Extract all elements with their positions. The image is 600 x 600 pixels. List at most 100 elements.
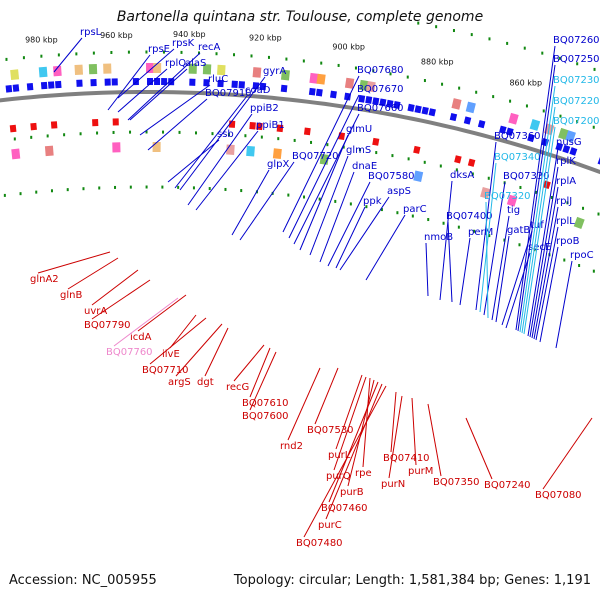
forward-leader-line	[521, 106, 556, 334]
forward-gene-label: BQ07320	[484, 191, 531, 202]
forward-leader-line	[147, 98, 208, 151]
tick-dot	[79, 132, 82, 136]
forward-feature	[26, 82, 34, 91]
tick-dot	[277, 137, 280, 141]
forward-feature	[449, 112, 458, 122]
reverse-feature	[272, 148, 282, 160]
forward-feature	[103, 63, 112, 74]
tick-dot	[46, 134, 49, 138]
forward-feature	[189, 78, 196, 86]
forward-feature	[146, 62, 155, 74]
reverse-leader-line	[287, 367, 321, 441]
tick-dot	[224, 187, 227, 191]
reverse-leader-line	[91, 279, 151, 320]
reverse-gene-label: purM	[408, 466, 433, 477]
forward-leader-line	[555, 260, 573, 349]
forward-leader-line	[282, 75, 360, 233]
forward-feature	[53, 65, 62, 77]
forward-gene-label: BQ07200	[553, 116, 600, 127]
forward-feature	[414, 105, 422, 114]
genome-summary-text: Topology: circular; Length: 1,581,384 bp…	[233, 573, 591, 588]
tick-dot	[550, 195, 553, 199]
reverse-gene-label: dgt	[197, 377, 214, 388]
tick-dot	[457, 225, 460, 229]
tick-dot	[455, 168, 458, 172]
forward-feature	[111, 78, 118, 86]
forward-feature	[498, 125, 507, 134]
forward-leader-line	[339, 196, 390, 271]
forward-leader-line	[479, 162, 497, 313]
tick-dot	[475, 90, 478, 94]
kbp-tick-label: 900 kbp	[332, 42, 365, 51]
tick-dot	[227, 133, 230, 137]
forward-leader-line	[515, 45, 556, 331]
tick-dot	[423, 79, 426, 83]
tick-dot	[518, 243, 521, 247]
reverse-leader-line	[169, 314, 197, 349]
tick-dot	[337, 63, 340, 67]
tick-dot	[287, 193, 290, 197]
reverse-feature	[152, 142, 161, 153]
tick-dot	[492, 95, 495, 99]
forward-feature	[562, 144, 571, 154]
tick-dot	[57, 53, 60, 57]
forward-leader-line	[139, 84, 211, 136]
forward-leader-line	[239, 161, 295, 241]
forward-leader-line	[179, 76, 266, 191]
forward-leader-line	[519, 85, 556, 333]
tick-dot	[310, 140, 313, 144]
forward-feature	[40, 81, 48, 90]
forward-feature	[90, 78, 97, 87]
tick-dot	[442, 221, 445, 225]
reverse-feature	[256, 122, 263, 131]
forward-leader-line	[495, 235, 510, 323]
forward-gene-label: gyrA	[263, 66, 286, 77]
reverse-leader-line	[91, 269, 139, 306]
tick-dot	[473, 229, 476, 233]
tick-dot	[127, 50, 130, 54]
forward-feature	[555, 142, 564, 152]
forward-gene-label: BQ07910	[205, 88, 252, 99]
forward-gene-label: rluC	[208, 74, 228, 85]
forward-leader-line	[531, 186, 559, 339]
reverse-leader-line	[325, 383, 383, 520]
forward-feature	[76, 79, 83, 87]
tick-dot	[198, 51, 201, 55]
forward-feature	[372, 97, 380, 106]
tick-dot	[177, 185, 180, 189]
tick-dot	[488, 37, 491, 41]
tick-dot	[423, 160, 426, 164]
reverse-gene-label: BQ07710	[142, 365, 189, 376]
forward-feature	[38, 66, 48, 78]
forward-feature	[344, 92, 352, 101]
kbp-tick-label: 920 kbp	[249, 34, 282, 43]
tick-dot	[365, 205, 368, 209]
forward-feature	[407, 103, 415, 112]
tick-dot	[597, 212, 600, 216]
forward-feature	[252, 67, 262, 78]
reverse-feature	[413, 145, 421, 154]
reverse-feature	[542, 180, 551, 190]
forward-leader-line	[117, 48, 175, 99]
forward-feature	[565, 130, 576, 143]
forward-gene-label: rplJ	[556, 196, 572, 207]
tick-dot	[75, 52, 78, 56]
tick-dot	[458, 86, 461, 90]
forward-gene-label: ppk	[363, 196, 382, 207]
reverse-gene-label: purN	[381, 479, 405, 490]
forward-gene-label: rpoC	[570, 250, 594, 261]
forward-feature	[231, 80, 238, 89]
tick-dot	[452, 29, 455, 33]
reverse-gene-label: BQ07760	[106, 347, 153, 358]
forward-leader-line	[539, 246, 559, 343]
tick-dot	[592, 269, 595, 273]
reverse-leader-line	[303, 385, 387, 538]
reverse-feature	[303, 127, 311, 136]
tick-dot	[318, 197, 321, 201]
forward-gene-label: nusG	[556, 137, 582, 148]
forward-gene-label: ppiB1	[256, 120, 285, 131]
reverse-gene-label: purB	[340, 487, 364, 498]
reverse-gene-label: BQ07530	[307, 425, 354, 436]
reverse-feature	[30, 122, 37, 131]
forward-feature	[465, 101, 476, 114]
